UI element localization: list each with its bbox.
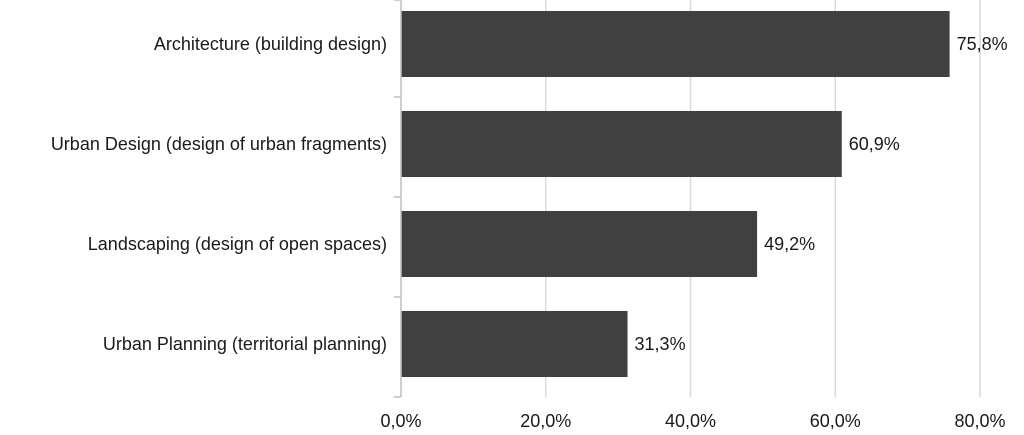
x-tick-label-2: 40,0% — [665, 411, 716, 431]
value-label-2: 49,2% — [764, 234, 815, 254]
bar-3 — [401, 311, 628, 377]
x-tick-label-0: 0,0% — [380, 411, 421, 431]
category-axis — [394, 0, 402, 398]
x-tick-label-3: 60,0% — [810, 411, 861, 431]
bars — [401, 11, 950, 377]
category-label-3: Urban Planning (territorial planning) — [103, 334, 387, 354]
bar-0 — [401, 11, 950, 77]
category-label-1: Urban Design (design of urban fragments) — [51, 134, 387, 154]
value-label-0: 75,8% — [957, 34, 1008, 54]
x-tick-label-1: 20,0% — [520, 411, 571, 431]
labels: 75,8% Architecture (building design) 60,9%… — [51, 34, 1008, 431]
category-label-2: Landscaping (design of open spaces) — [88, 234, 387, 254]
value-label-3: 31,3% — [635, 334, 686, 354]
bar-1 — [401, 111, 842, 177]
value-label-1: 60,9% — [849, 134, 900, 154]
bar-2 — [401, 211, 758, 277]
x-tick-label-4: 80,0% — [954, 411, 1005, 431]
category-label-0: Architecture (building design) — [154, 34, 387, 54]
